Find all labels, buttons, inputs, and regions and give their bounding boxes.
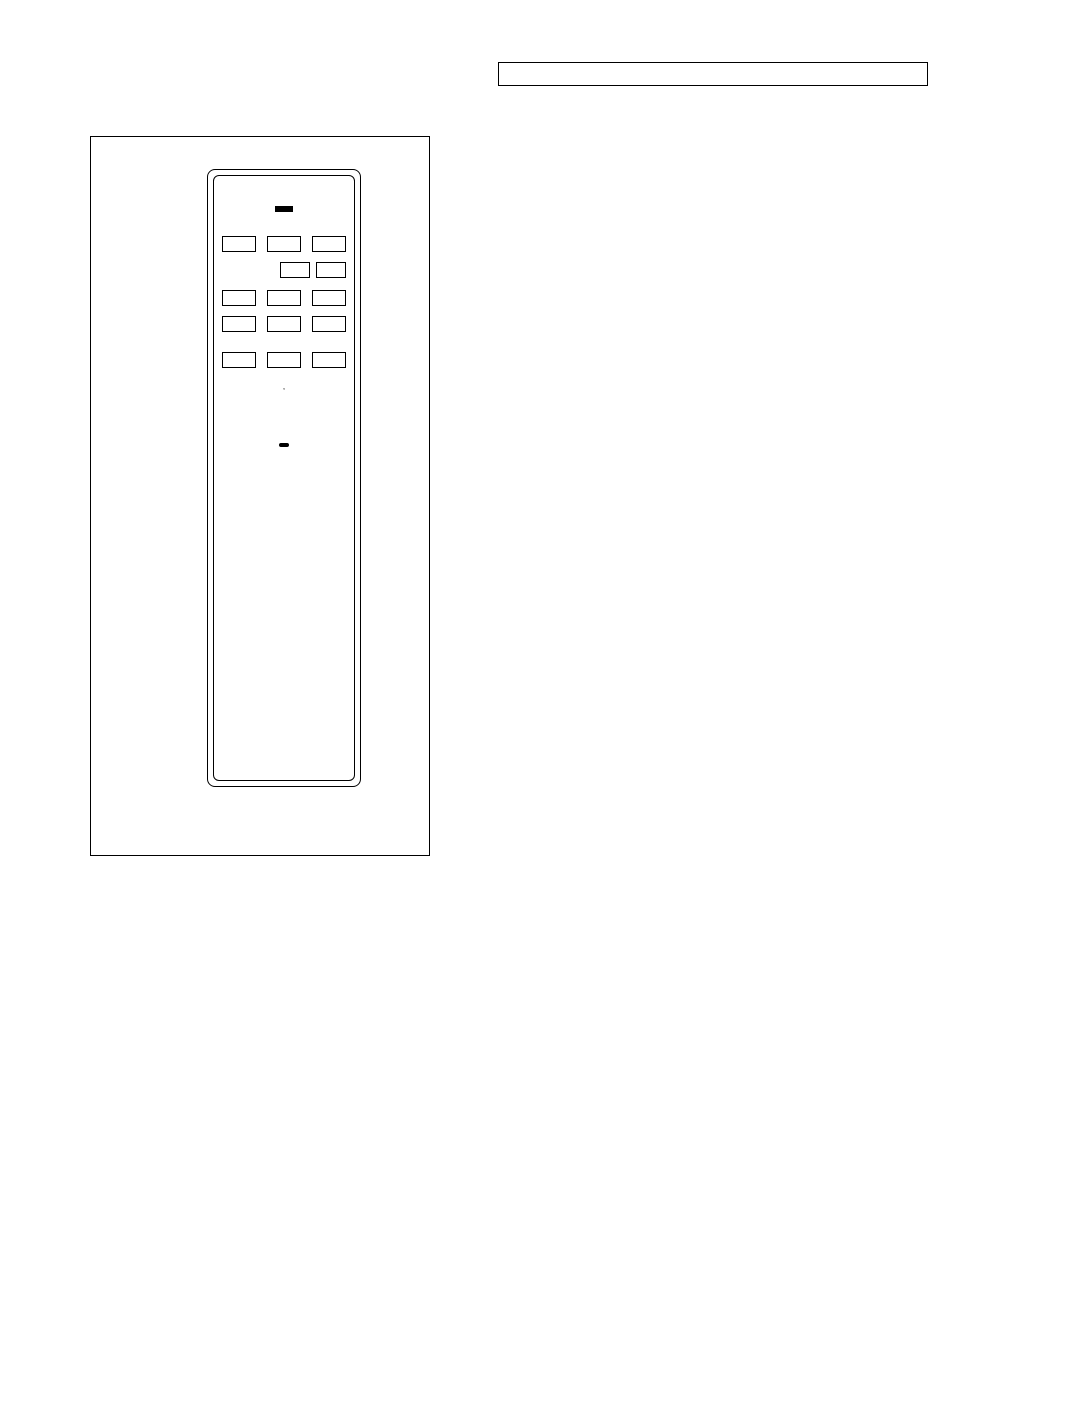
- play-button[interactable]: [312, 316, 346, 332]
- pgm-button[interactable]: [222, 352, 256, 368]
- repeat-button[interactable]: [222, 290, 256, 306]
- brand-logo: [275, 206, 293, 212]
- remote-inner: ,: [213, 175, 355, 781]
- prev-track-button[interactable]: [267, 290, 301, 306]
- check-button[interactable]: [267, 352, 301, 368]
- row4: [214, 316, 354, 332]
- apostrophe-mark: ,: [283, 382, 285, 391]
- pause-button[interactable]: [267, 316, 301, 332]
- row3: [214, 290, 354, 306]
- stop-button[interactable]: [222, 316, 256, 332]
- remote-diagram: ,: [90, 136, 430, 856]
- row1: [214, 236, 354, 252]
- next-track-button[interactable]: [312, 290, 346, 306]
- bottom-row: [214, 352, 354, 368]
- fwd-button[interactable]: [316, 262, 346, 278]
- recordable-badge: [279, 443, 289, 447]
- rew-button[interactable]: [280, 262, 310, 278]
- trackno-button[interactable]: [267, 236, 301, 252]
- row2: [214, 262, 354, 278]
- clear-button[interactable]: [312, 352, 346, 368]
- page-header: [498, 62, 928, 86]
- mute-button[interactable]: [312, 236, 346, 252]
- fader-button[interactable]: [222, 236, 256, 252]
- remote-outline: ,: [207, 169, 361, 787]
